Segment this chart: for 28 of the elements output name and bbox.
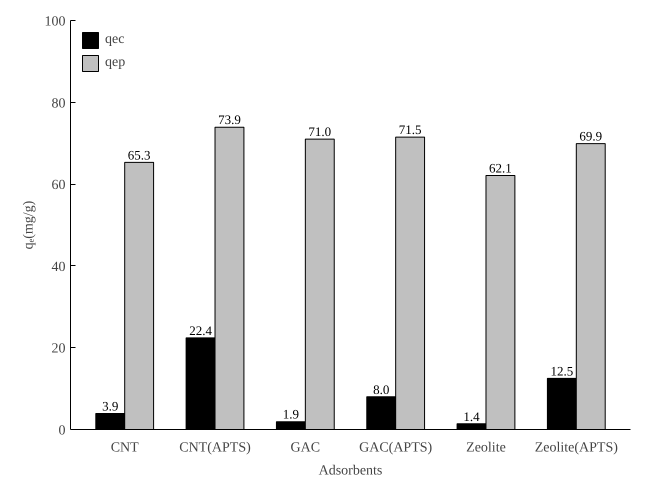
data-label: 22.4 (189, 322, 212, 338)
y-tick-label: 60 (52, 178, 66, 194)
x-tick-label: CNT(APTS) (179, 440, 252, 456)
data-label: 71.5 (398, 122, 422, 138)
y-tick-label: 100 (44, 14, 66, 30)
x-tick-label: GAC (290, 440, 320, 456)
y-axis-title: qₑ(mg/g) (22, 200, 36, 250)
data-label: 8.0 (373, 382, 390, 397)
x-tick-label: CNT (110, 440, 140, 456)
x-tick-label: GAC(APTS) (359, 440, 433, 456)
y-tick-label: 0 (58, 424, 66, 438)
y-tick-label: 80 (52, 96, 66, 112)
y-tick-label: 20 (52, 342, 66, 357)
data-label: 65.3 (128, 147, 151, 162)
data-label: 69.9 (579, 128, 602, 144)
data-label: 1.9 (282, 406, 300, 422)
x-tick-label: Zeolite(APTS) (534, 440, 618, 456)
data-label: 12.5 (550, 363, 574, 378)
legend-label: qec (105, 32, 125, 48)
data-label: 73.9 (218, 112, 241, 128)
data-label: 71.0 (308, 124, 332, 140)
y-tick-label: 40 (52, 260, 66, 275)
x-tick-label: Zeolite (466, 440, 506, 456)
data-label: 3.9 (102, 398, 118, 414)
legend-label: qep (105, 55, 126, 71)
data-label: 1.4 (463, 408, 480, 424)
data-label: 62.1 (489, 160, 512, 176)
x-axis-title: Adsorbents (318, 464, 382, 478)
